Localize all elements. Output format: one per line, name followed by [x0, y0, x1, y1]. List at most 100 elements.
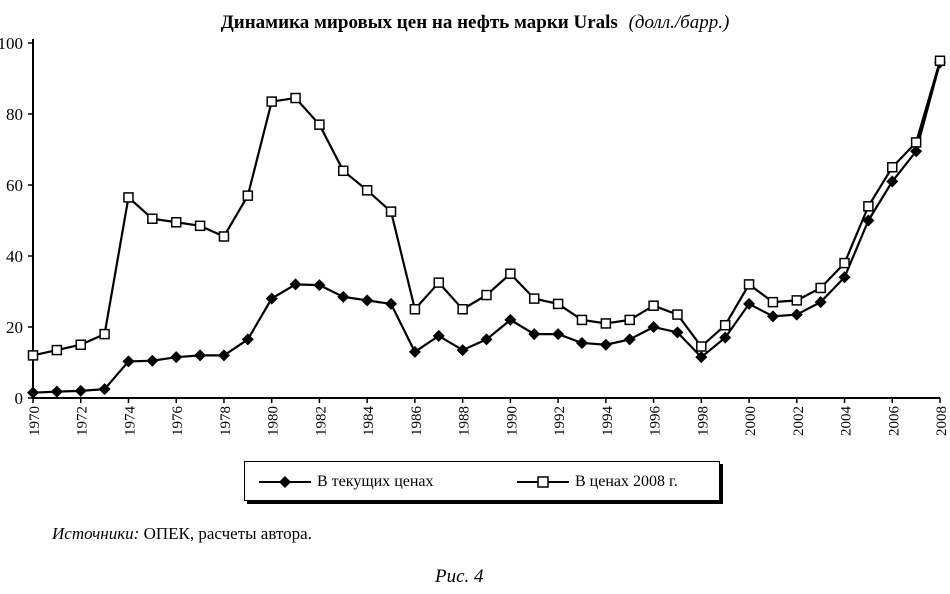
data-point-current: [838, 271, 851, 284]
x-tick-label: 1986: [409, 406, 425, 437]
data-point-2008: [600, 318, 612, 329]
data-point-2008: [648, 300, 659, 311]
legend-item-current: В текущих ценах: [259, 472, 434, 492]
x-tick-label: 1980: [266, 406, 282, 436]
x-tick-label: 2006: [886, 406, 902, 437]
data-point-current: [862, 214, 875, 227]
data-point-2008: [218, 231, 230, 242]
data-point-current: [456, 344, 469, 357]
y-tick-label: 40: [6, 247, 23, 266]
data-point-current: [910, 145, 923, 158]
data-point-current: [599, 338, 612, 351]
x-tick-label: 1974: [122, 406, 138, 437]
data-point-current: [361, 294, 374, 307]
x-tick-label: 2000: [743, 406, 759, 436]
data-point-2008: [99, 328, 110, 340]
data-point-current: [743, 297, 756, 310]
data-point-2008: [552, 298, 564, 310]
data-point-current: [337, 290, 350, 303]
x-tick-label: 1976: [170, 406, 186, 437]
x-tick-label: 1990: [504, 406, 520, 436]
data-point-current: [695, 351, 708, 364]
chart-title-unit: (долл./барр.): [629, 12, 730, 33]
data-point-2008: [314, 119, 325, 130]
data-point-2008: [75, 339, 86, 350]
data-point-current: [265, 292, 278, 305]
data-point-2008: [672, 309, 683, 320]
x-tick-label: 1972: [75, 406, 91, 436]
data-point-2008: [194, 220, 206, 232]
data-point-2008: [170, 217, 182, 228]
data-point-2008: [385, 206, 397, 217]
data-point-current: [790, 308, 803, 321]
data-point-current: [408, 345, 421, 358]
y-tick-label: 80: [6, 105, 23, 124]
data-point-2008: [457, 304, 468, 315]
data-point-current: [814, 296, 827, 309]
source-text: ОПЕК, расчеты автора.: [139, 524, 312, 543]
data-point-2008: [815, 282, 826, 294]
y-tick-label: 0: [15, 389, 24, 408]
x-tick-label: 1992: [552, 406, 568, 436]
data-point-current: [27, 386, 39, 399]
data-point-current: [146, 354, 159, 367]
data-point-2008: [242, 190, 254, 201]
x-tick-label: 2002: [791, 406, 807, 436]
legend-label-2008: В ценах 2008 г.: [575, 473, 678, 490]
data-point-2008: [123, 192, 134, 203]
x-tick-label: 1982: [313, 406, 329, 436]
data-point-2008: [481, 289, 492, 301]
data-point-current: [98, 383, 111, 396]
data-point-2008: [147, 213, 158, 224]
chart-title-main: Динамика мировых цен на нефть марки Ural…: [221, 12, 618, 33]
y-tick-label: 60: [6, 176, 23, 195]
y-tick-label: 100: [0, 34, 23, 53]
data-point-2008: [51, 344, 63, 356]
source-label: Источники:: [52, 524, 140, 543]
open-square-marker-icon: [517, 476, 569, 488]
data-point-current: [122, 355, 135, 368]
data-point-current: [74, 384, 87, 397]
data-point-current: [623, 333, 636, 346]
data-point-2008: [719, 319, 731, 331]
data-point-2008: [576, 314, 588, 326]
data-point-2008: [290, 92, 301, 104]
data-point-2008: [887, 162, 898, 173]
data-point-current: [719, 331, 732, 344]
data-point-current: [194, 349, 207, 362]
x-tick-label: 1996: [648, 406, 664, 437]
data-point-current: [480, 333, 493, 346]
x-tick-label: 2004: [839, 406, 855, 437]
data-point-current: [385, 297, 398, 310]
x-tick-label: 1978: [218, 406, 234, 436]
x-tick-label: 1998: [695, 406, 711, 436]
data-point-current: [217, 349, 230, 362]
data-point-current: [504, 313, 517, 326]
data-point-current: [313, 279, 326, 292]
data-point-2008: [863, 201, 874, 212]
axes: 0 20 40 60 80 100 1970 1972 1974 1976 1978 1980 1982…: [0, 34, 950, 436]
data-point-current: [289, 278, 302, 291]
legend-item-2008: В ценах 2008 г.: [517, 472, 678, 492]
data-point-current: [671, 326, 684, 339]
x-tick-label: 1994: [600, 406, 616, 437]
data-point-2008: [624, 314, 635, 326]
data-point-2008: [910, 137, 922, 148]
data-point-current: [766, 310, 779, 323]
data-point-2008: [433, 277, 445, 288]
filled-diamond-marker-icon: [259, 476, 311, 488]
data-point-current: [886, 175, 899, 188]
chart-title: Динамика мировых цен на нефть марки Ural…: [221, 12, 730, 33]
legend-label-current: В текущих ценах: [317, 473, 434, 490]
data-point-current: [552, 328, 565, 341]
data-point-current: [432, 329, 445, 342]
data-point-current: [647, 321, 660, 333]
data-point-current: [241, 333, 254, 346]
data-point-2008: [266, 96, 277, 107]
source-note: Источники: ОПЕК, расчеты автора.: [52, 524, 312, 544]
x-tick-label: 1970: [27, 406, 43, 436]
data-point-2008: [505, 268, 516, 279]
x-tick-label: 1984: [361, 406, 377, 437]
legend: В текущих ценах В ценах 2008 г.: [244, 461, 720, 501]
oil-price-chart: Динамика мировых цен на нефть марки Ural…: [0, 12, 950, 436]
